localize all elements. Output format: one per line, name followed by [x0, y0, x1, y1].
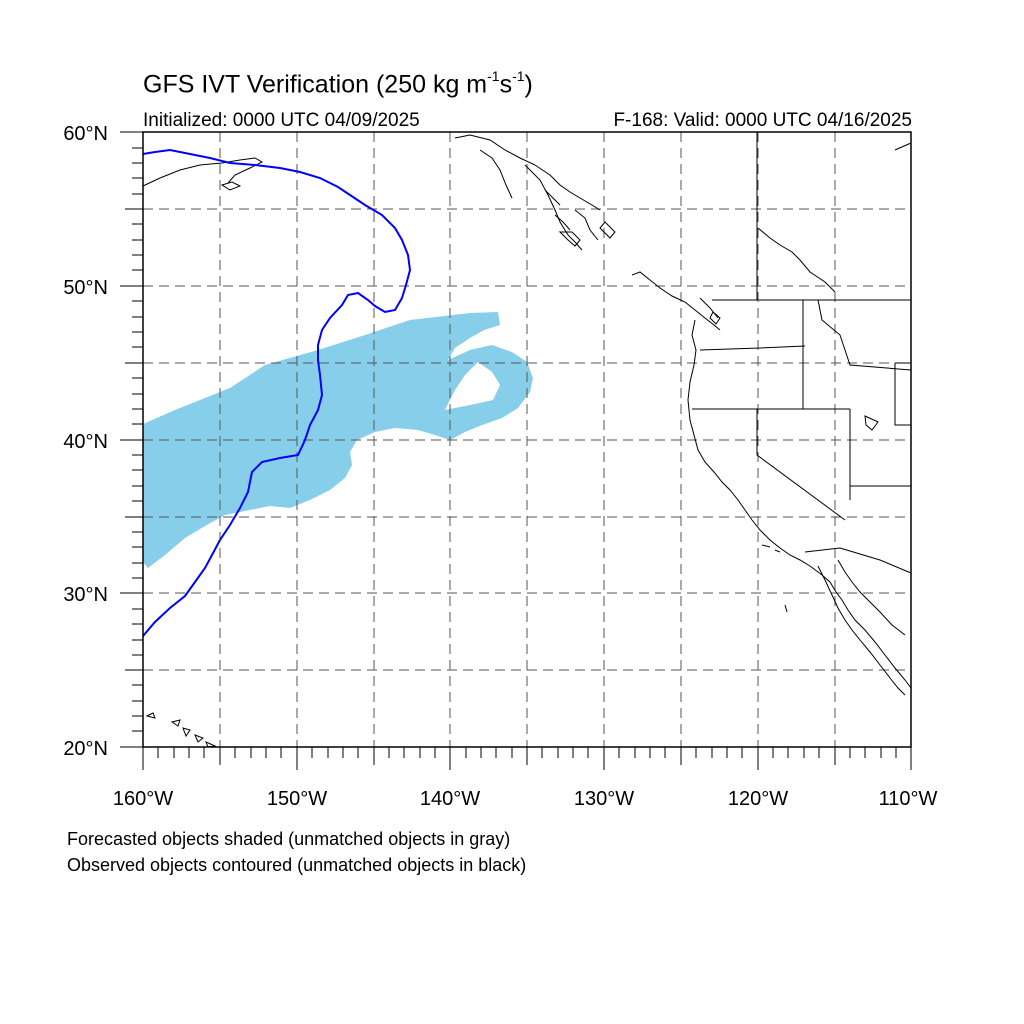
lon-label-130w: 130°W — [574, 788, 634, 810]
chart-title: GFS IVT Verification (250 kg m-1s-1) — [143, 68, 533, 99]
lon-label-110w: 110°W — [879, 788, 938, 810]
lat-label-60: 60°N — [63, 123, 108, 145]
lat-label-20: 20°N — [63, 738, 108, 760]
legend-notes: Forecasted objects shaded (unmatched obj… — [67, 826, 526, 878]
observed-object-contour — [142, 148, 412, 637]
gridlines — [143, 132, 911, 747]
coastlines — [142, 132, 912, 748]
forecast-note: Forecasted objects shaded (unmatched obj… — [67, 829, 511, 849]
lon-label-160w: 160°W — [113, 788, 173, 810]
valid-time-label: F-168: Valid: 0000 UTC 04/16/2025 — [613, 110, 912, 131]
lat-label-40: 40°N — [63, 431, 108, 453]
lat-label-50: 50°N — [63, 277, 108, 299]
lon-label-140w: 140°W — [420, 788, 480, 810]
lon-label-120w: 120°W — [728, 788, 788, 810]
initialized-label: Initialized: 0000 UTC 04/09/2025 — [143, 110, 420, 131]
lat-label-30: 30°N — [63, 584, 108, 606]
lon-label-150w: 150°W — [267, 788, 327, 810]
tick-marks — [120, 131, 912, 770]
observed-note: Observed objects contoured (unmatched ob… — [67, 855, 527, 875]
